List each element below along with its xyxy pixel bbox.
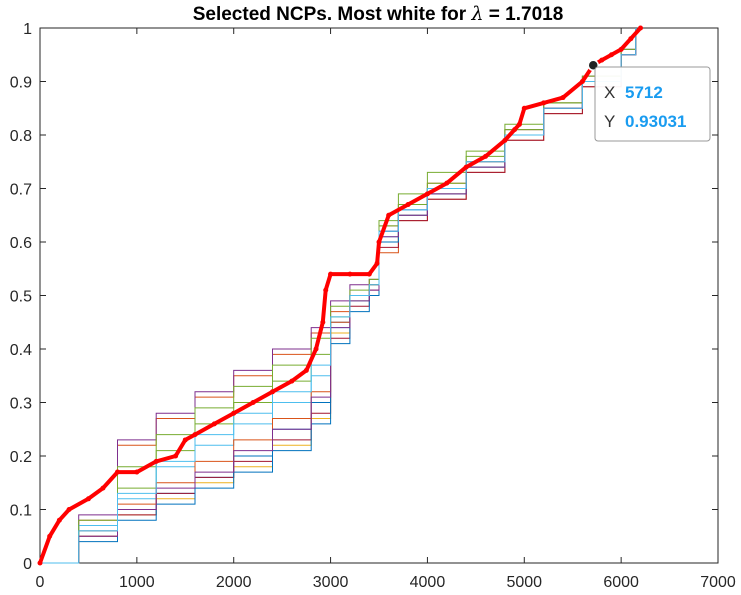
highlight-series-point — [463, 164, 469, 170]
datatip-y-value: 0.93031 — [625, 112, 686, 131]
datatip-box — [594, 66, 711, 142]
highlight-series-point — [599, 57, 605, 63]
y-tick-label: 0.5 — [10, 289, 32, 306]
y-tick-label: 0 — [23, 556, 32, 573]
highlight-series-point — [323, 287, 329, 293]
highlight-series-point — [56, 517, 62, 523]
highlight-series-point — [269, 389, 275, 395]
highlight-series-point — [638, 25, 644, 31]
x-tick-label: 1000 — [119, 574, 155, 591]
highlight-series-point — [182, 437, 188, 443]
highlight-series-point — [328, 271, 334, 277]
highlight-series-point — [444, 180, 450, 186]
highlight-series-point — [502, 137, 508, 143]
highlight-series-point — [521, 105, 527, 111]
highlight-series-point — [347, 271, 353, 277]
highlight-series-point — [405, 202, 411, 208]
highlight-series-point — [618, 46, 624, 52]
highlight-series-point — [173, 453, 179, 459]
highlight-series-point — [320, 319, 326, 325]
y-tick-label: 0.9 — [10, 75, 32, 92]
y-tick-label: 0.2 — [10, 449, 32, 466]
highlight-series-point — [483, 153, 489, 159]
y-tick-label: 0.8 — [10, 128, 32, 145]
datatip-y-key: Y — [604, 112, 615, 131]
y-axis: 0 0.1 0.2 0.3 0.4 0.5 0.6 0.7 0.8 0.9 1 — [10, 21, 718, 573]
highlight-series-point — [100, 485, 106, 491]
highlight-series-point — [541, 100, 547, 106]
x-tick-label: 2000 — [216, 574, 252, 591]
highlight-series-point — [250, 400, 256, 405]
highlight-layer — [37, 25, 644, 566]
highlight-series-point — [560, 95, 566, 101]
y-tick-label: 0.6 — [10, 235, 32, 252]
highlight-series-point — [386, 212, 392, 218]
highlight-series-point — [376, 239, 382, 245]
highlight-series-point — [85, 496, 91, 502]
highlight-series-point — [303, 367, 309, 373]
highlight-series-point — [47, 533, 53, 539]
datatip[interactable]: X 5712 Y 0.93031 — [587, 59, 711, 142]
highlight-series-point — [231, 410, 237, 416]
highlight-series-point — [134, 469, 140, 475]
title-prefix: Selected NCPs. Most white for — [193, 4, 472, 25]
highlight-series-point — [192, 432, 198, 438]
highlight-series-point — [424, 191, 430, 197]
x-axis: 0 1000 2000 3000 4000 5000 6000 7000 — [36, 28, 736, 591]
title-lambda-symbol: λ — [470, 3, 483, 25]
highlight-series-point — [37, 560, 43, 566]
highlight-series-point — [579, 79, 585, 84]
datatip-x-key: X — [604, 83, 615, 102]
x-tick-label: 7000 — [700, 574, 736, 591]
highlight-series-point — [313, 346, 319, 352]
y-tick-label: 0.7 — [10, 182, 32, 199]
series-layer — [40, 28, 637, 564]
x-tick-label: 4000 — [410, 574, 446, 591]
highlight-series-point — [628, 36, 634, 42]
highlight-series-point — [211, 421, 217, 427]
highlight-series-point — [289, 378, 295, 384]
series-line-12 — [40, 28, 637, 564]
highlight-series-point — [374, 260, 380, 266]
y-tick-label: 0.1 — [10, 503, 32, 520]
highlight-series-point — [512, 127, 518, 133]
y-tick-label: 0.3 — [10, 396, 32, 413]
highlight-series-point — [66, 507, 72, 512]
y-tick-label: 1 — [23, 21, 32, 38]
chart-title: Selected NCPs. Most white for λ = 1.7018 — [193, 3, 564, 25]
x-tick-label: 3000 — [313, 574, 349, 591]
highlight-series-point — [608, 52, 614, 58]
highlight-series-point — [366, 271, 372, 277]
highlight-series-point — [114, 469, 120, 475]
datatip-x-value: 5712 — [625, 83, 663, 102]
x-tick-label: 5000 — [506, 574, 542, 591]
x-tick-label: 0 — [36, 574, 45, 591]
title-suffix: = 1.7018 — [484, 4, 564, 25]
highlight-series-point — [516, 121, 522, 127]
y-tick-label: 0.4 — [10, 342, 32, 359]
highlight-series-point — [153, 458, 159, 464]
x-tick-label: 6000 — [603, 574, 639, 591]
